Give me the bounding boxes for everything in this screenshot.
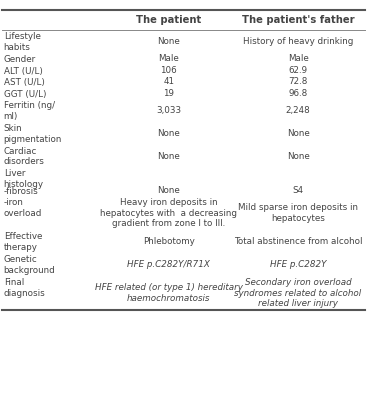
Text: None: None (157, 152, 180, 160)
Text: None: None (157, 129, 180, 138)
Text: Final
diagnosis: Final diagnosis (4, 278, 46, 298)
Text: Ferritin (ng/
ml): Ferritin (ng/ ml) (4, 101, 55, 121)
Text: Mild sparse iron deposits in
hepatocytes: Mild sparse iron deposits in hepatocytes (238, 203, 358, 223)
Text: S4: S4 (292, 186, 304, 195)
Text: 19: 19 (163, 89, 174, 98)
Text: HFE p.C282Y: HFE p.C282Y (270, 260, 326, 269)
Text: Phlebotomy: Phlebotomy (143, 237, 195, 246)
Text: Skin
pigmentation: Skin pigmentation (4, 124, 62, 143)
Text: None: None (157, 38, 180, 46)
Text: Liver
histology: Liver histology (4, 169, 44, 189)
Text: 62.9: 62.9 (288, 66, 308, 75)
Text: The patient's father: The patient's father (242, 15, 354, 25)
Text: 2,248: 2,248 (286, 106, 310, 115)
Text: Cardiac
disorders: Cardiac disorders (4, 147, 44, 166)
Text: None: None (287, 152, 309, 160)
Text: Heavy iron deposits in
hepatocytes with  a decreasing
gradient from zone I to II: Heavy iron deposits in hepatocytes with … (100, 198, 237, 228)
Text: Male: Male (288, 55, 308, 64)
Text: Effective
therapy: Effective therapy (4, 232, 42, 252)
Text: -iron
overload: -iron overload (4, 198, 42, 218)
Text: None: None (287, 129, 309, 138)
Text: HFE related (or type 1) hereditary
haemochromatosis: HFE related (or type 1) hereditary haemo… (95, 283, 243, 303)
Text: ALT (U/L): ALT (U/L) (4, 67, 43, 76)
Text: None: None (157, 186, 180, 195)
Text: Genetic
background: Genetic background (4, 255, 55, 275)
Text: GGT (U/L): GGT (U/L) (4, 90, 46, 98)
Text: Lifestyle
habits: Lifestyle habits (4, 32, 40, 52)
Text: 96.8: 96.8 (288, 89, 308, 98)
Text: 106: 106 (160, 66, 177, 75)
Text: -fibrosis: -fibrosis (4, 186, 39, 196)
Text: AST (U/L): AST (U/L) (4, 78, 44, 87)
Text: The patient: The patient (136, 15, 201, 25)
Text: Gender: Gender (4, 55, 36, 64)
Text: 72.8: 72.8 (288, 77, 308, 87)
Text: 41: 41 (163, 77, 174, 87)
Text: HFE p.C282Y/R71X: HFE p.C282Y/R71X (127, 260, 210, 269)
Text: 3,033: 3,033 (156, 106, 181, 115)
Text: Secondary iron overload
syndromes related to alcohol
related liver injury: Secondary iron overload syndromes relate… (235, 278, 361, 308)
Text: History of heavy drinking: History of heavy drinking (243, 38, 353, 46)
Text: Total abstinence from alcohol: Total abstinence from alcohol (234, 237, 362, 246)
Text: Male: Male (159, 55, 179, 64)
